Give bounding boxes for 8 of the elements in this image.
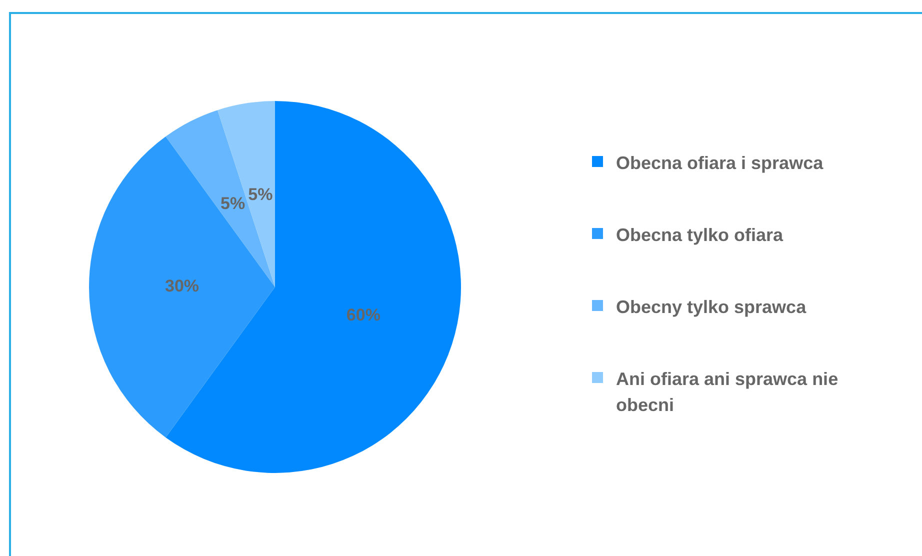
data-label: 30%	[164, 276, 200, 296]
legend-label: Ani ofiara ani sprawca nie obecni	[616, 368, 840, 417]
data-label: 5%	[248, 184, 273, 204]
legend-label: Obecna tylko ofiara	[616, 224, 784, 247]
data-label: 60%	[346, 305, 380, 324]
legend-label: Obecna ofiara i sprawca	[616, 152, 824, 175]
legend-label: Obecny tylko sprawca	[616, 296, 806, 319]
data-label: 5%	[220, 194, 246, 213]
